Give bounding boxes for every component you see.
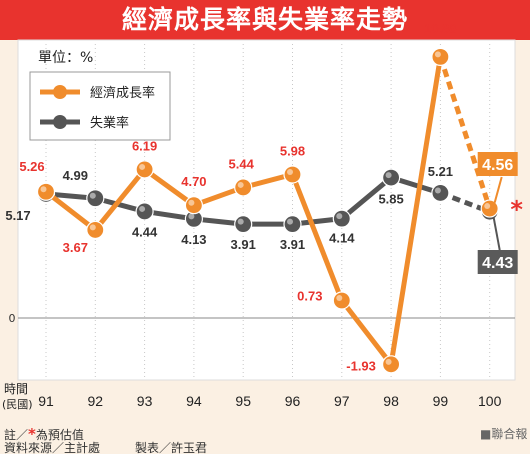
series-1-point-shine-99 bbox=[434, 187, 441, 194]
series-1-label-91: 5.17 bbox=[5, 208, 30, 223]
series-1-point-93 bbox=[135, 202, 154, 221]
series-0-label-98: -1.93 bbox=[346, 358, 376, 373]
zero-tick-label: 0 bbox=[9, 312, 16, 325]
growth-callout-leader bbox=[493, 176, 503, 203]
publisher-note: ■聯合報 bbox=[480, 427, 528, 441]
series-1-point-shine-93 bbox=[139, 205, 146, 212]
x-tick-label-94: 94 bbox=[186, 393, 202, 409]
series-1-point-92 bbox=[86, 189, 105, 208]
series-0-point-shine-100 bbox=[484, 203, 491, 210]
series-0-label-93: 6.19 bbox=[132, 138, 157, 153]
series-0-point-91 bbox=[36, 182, 56, 201]
series-1-point-shine-96 bbox=[287, 218, 293, 225]
series-1-point-95 bbox=[234, 215, 253, 234]
legend-box bbox=[29, 71, 171, 141]
series-0-label-99: 10.88 bbox=[424, 21, 457, 36]
series-1-label-99: 5.21 bbox=[428, 164, 453, 179]
estimate-note-prefix: 註／ bbox=[4, 428, 29, 442]
x-tick-label-99: 99 bbox=[433, 393, 449, 409]
x-tick-label-96: 96 bbox=[285, 393, 301, 409]
series-0-point-92 bbox=[86, 220, 105, 240]
growth-callout-label: 4.56 bbox=[482, 157, 513, 174]
credit-note: 製表／許玉君 bbox=[135, 441, 208, 455]
series-0-point-shine-96 bbox=[287, 168, 293, 175]
x-axis-label-line2: (民國) bbox=[2, 398, 33, 411]
series-0-label-94: 4.70 bbox=[181, 174, 206, 189]
series-0-label-91: 5.26 bbox=[19, 159, 44, 174]
series-0-point-97 bbox=[332, 291, 351, 310]
x-tick-label-97: 97 bbox=[334, 393, 350, 409]
series-0-point-shine-95 bbox=[237, 181, 244, 188]
series-0-point-shine-91 bbox=[40, 186, 47, 193]
series-1-label-96: 3.91 bbox=[280, 237, 305, 252]
series-1-point-shine-98 bbox=[385, 172, 392, 179]
x-tick-label-100: 100 bbox=[478, 393, 502, 409]
series-1-point-shine-92 bbox=[89, 192, 96, 199]
growth-callout-box bbox=[477, 152, 518, 176]
estimate-note-suffix: 為預估值 bbox=[35, 428, 84, 442]
series-1-point-shine-94 bbox=[188, 213, 195, 220]
x-tick-label-92: 92 bbox=[88, 393, 104, 409]
legend-marker-1 bbox=[53, 115, 67, 129]
estimate-note: 註／*為預估值 bbox=[4, 425, 84, 443]
x-axis-label-line1: 時間 bbox=[4, 382, 28, 396]
unemployment-callout-box bbox=[477, 250, 518, 274]
series-1-point-shine-97 bbox=[336, 213, 343, 220]
series-0-label-95: 5.44 bbox=[229, 156, 255, 171]
unemployment-callout-leader bbox=[492, 217, 501, 251]
x-tick-label-95: 95 bbox=[235, 393, 251, 409]
series-estimate-line-0 bbox=[438, 56, 493, 210]
series-1-point-99 bbox=[431, 183, 450, 203]
series-0-point-98 bbox=[382, 355, 401, 374]
series-1-point-97 bbox=[332, 209, 351, 228]
series-0-point-96 bbox=[283, 165, 302, 184]
unemployment-callout-label: 4.43 bbox=[482, 255, 513, 272]
legend-label-0: 經濟成長率 bbox=[90, 85, 155, 101]
x-tick-label-98: 98 bbox=[383, 393, 399, 409]
legend-label-1: 失業率 bbox=[90, 115, 129, 131]
unit-label: 單位：% bbox=[38, 50, 93, 66]
series-0-point-shine-98 bbox=[385, 358, 392, 365]
source-note: 資料來源／主計處 bbox=[4, 441, 101, 455]
series-0-point-shine-97 bbox=[336, 294, 343, 301]
title-bar bbox=[0, 0, 530, 40]
series-0-point-94 bbox=[184, 196, 203, 215]
series-1-label-92: 4.99 bbox=[63, 168, 88, 183]
estimate-star-icon: * bbox=[28, 425, 36, 443]
series-0-point-99 bbox=[431, 47, 450, 66]
series-1-point-96 bbox=[283, 215, 302, 234]
series-0-label-97: 0.73 bbox=[297, 288, 322, 303]
series-1-label-97: 4.14 bbox=[329, 231, 355, 246]
series-0-point-shine-99 bbox=[434, 51, 441, 58]
series-1-label-95: 3.91 bbox=[231, 237, 256, 252]
estimate-star-icon: * bbox=[510, 196, 523, 224]
series-1-point-98 bbox=[382, 168, 401, 187]
series-0-label-96: 5.98 bbox=[280, 143, 305, 158]
series-1-label-94: 4.13 bbox=[181, 232, 206, 247]
series-0-point-95 bbox=[234, 178, 253, 197]
series-0-point-shine-93 bbox=[139, 163, 146, 170]
series-0-point-93 bbox=[135, 160, 154, 179]
series-0-label-92: 3.67 bbox=[63, 240, 88, 255]
series-0-point-shine-92 bbox=[89, 224, 96, 231]
legend-marker-0 bbox=[53, 85, 67, 99]
series-1-point-shine-95 bbox=[237, 218, 244, 225]
x-tick-label-93: 93 bbox=[137, 393, 153, 409]
chart-title: 經濟成長率與失業率走勢 bbox=[121, 5, 408, 34]
series-1-label-93: 4.44 bbox=[132, 224, 158, 239]
series-1-label-98: 5.85 bbox=[378, 192, 403, 207]
series-0-point-shine-94 bbox=[188, 199, 195, 206]
x-tick-label-91: 91 bbox=[38, 393, 54, 409]
